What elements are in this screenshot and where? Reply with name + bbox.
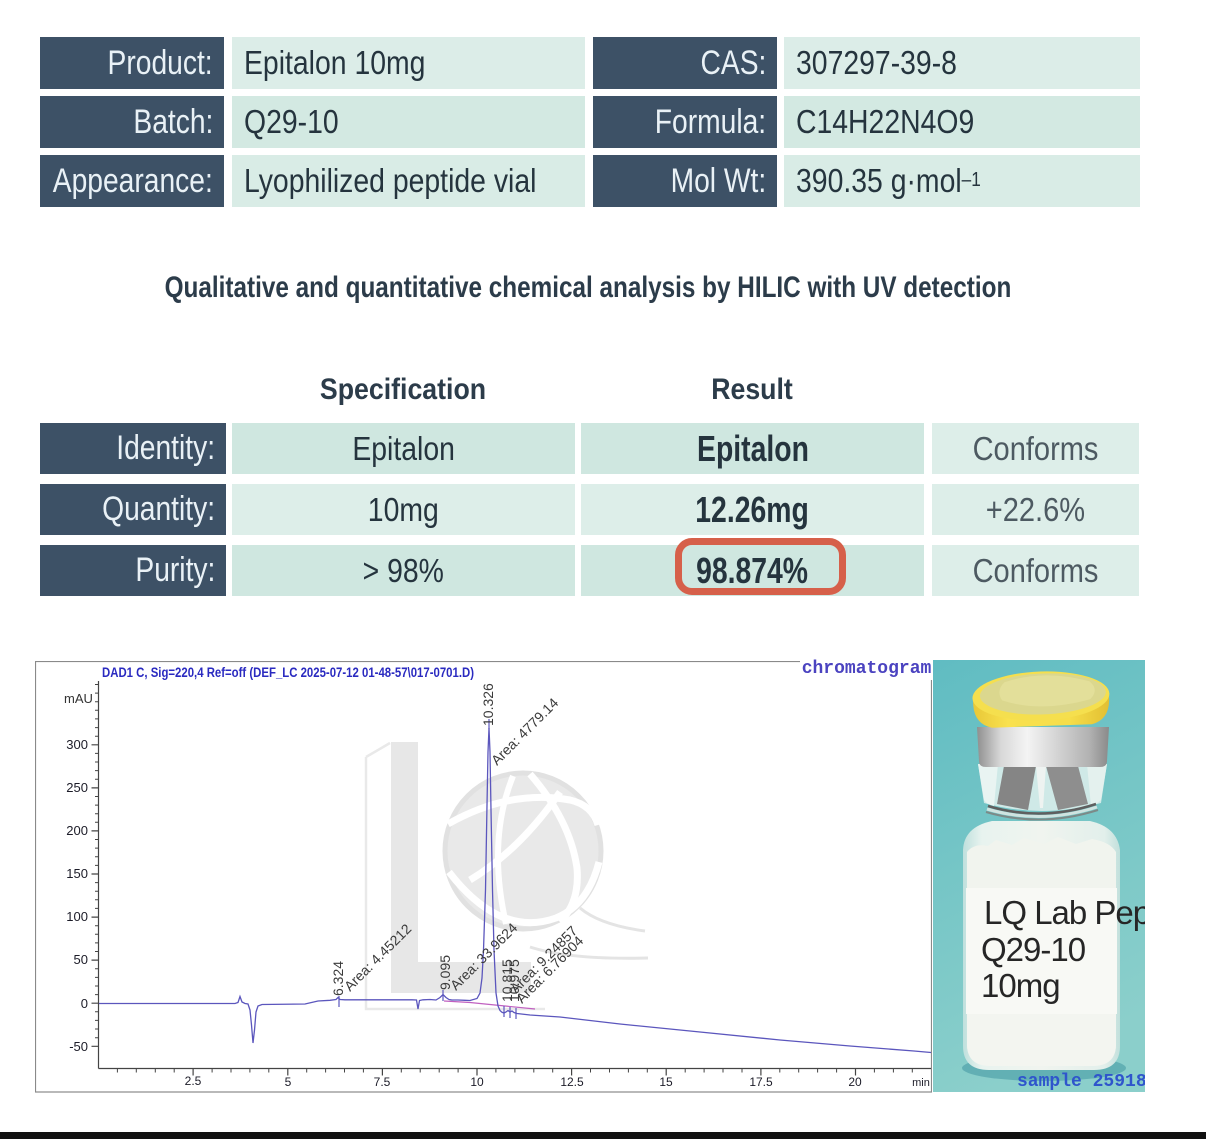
- svg-text:mAU: mAU: [64, 691, 93, 706]
- svg-text:17.5: 17.5: [749, 1075, 773, 1089]
- svg-text:2.5: 2.5: [185, 1074, 202, 1088]
- svg-text:200: 200: [66, 823, 88, 838]
- svg-text:sample 25918: sample 25918: [1017, 1072, 1145, 1092]
- svg-text:10mg: 10mg: [981, 967, 1060, 1004]
- svg-text:150: 150: [66, 866, 88, 881]
- svg-text:300: 300: [66, 737, 88, 752]
- svg-text:Q29-10: Q29-10: [981, 931, 1086, 968]
- svg-text:LQ Lab Pept: LQ Lab Pept: [984, 894, 1145, 931]
- svg-text:min: min: [912, 1077, 930, 1089]
- svg-text:6.324: 6.324: [330, 961, 346, 996]
- svg-text:20: 20: [848, 1075, 862, 1089]
- svg-text:50: 50: [74, 952, 88, 967]
- svg-text:10.975: 10.975: [506, 959, 522, 1002]
- svg-text:15: 15: [659, 1075, 673, 1089]
- svg-text:12.5: 12.5: [560, 1075, 584, 1089]
- svg-text:10.326: 10.326: [480, 683, 496, 726]
- svg-text:100: 100: [66, 909, 88, 924]
- svg-text:10.815: 10.815: [499, 959, 515, 1002]
- svg-text:DAD1 C, Sig=220,4 Ref=off (DEF: DAD1 C, Sig=220,4 Ref=off (DEF_LC 2025-0…: [102, 665, 474, 680]
- svg-text:9.095: 9.095: [437, 955, 453, 990]
- svg-text:0: 0: [81, 996, 88, 1011]
- svg-text:250: 250: [66, 780, 88, 795]
- svg-text:-50: -50: [69, 1039, 88, 1054]
- svg-text:10: 10: [470, 1075, 484, 1089]
- svg-text:5: 5: [285, 1075, 292, 1089]
- svg-text:7.5: 7.5: [374, 1075, 391, 1089]
